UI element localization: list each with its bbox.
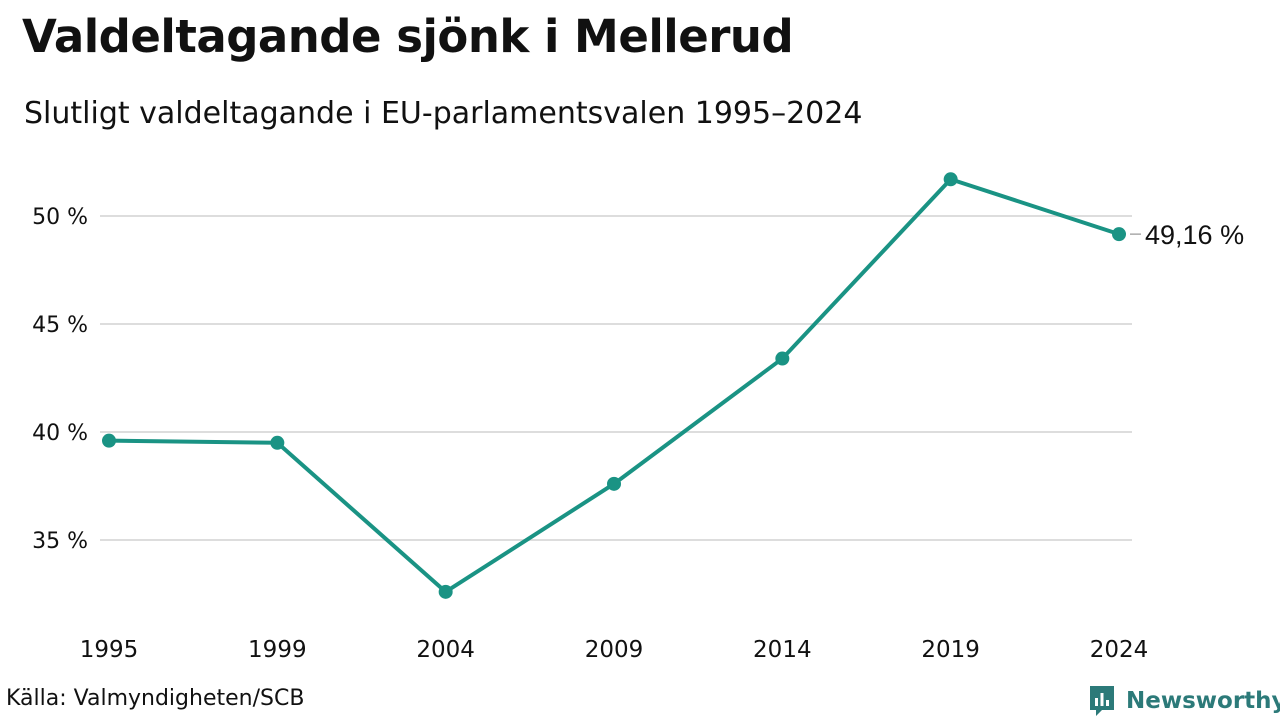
y-tick-label: 35 % <box>32 529 88 554</box>
data-labels: 49,16 % <box>1130 220 1244 250</box>
x-tick-label: 2004 <box>416 637 475 663</box>
x-tick-label: 1995 <box>80 637 139 663</box>
data-point <box>607 476 621 491</box>
data-point <box>943 172 958 187</box>
y-tick-label: 45 % <box>32 313 88 338</box>
y-tick-label: 50 % <box>32 205 88 230</box>
chart-title: Valdeltagande sjönk i Mellerud <box>22 10 794 63</box>
y-tick-label: 40 % <box>32 421 88 446</box>
gridlines <box>100 215 1132 541</box>
x-tick-label: 2009 <box>585 637 644 663</box>
x-axis-ticks: 1995 1999 2004 2009 2014 2019 2024 <box>80 637 1149 663</box>
x-tick-label: 2014 <box>753 637 812 663</box>
brand-logo: Newsworthy <box>1088 683 1280 719</box>
data-point <box>102 433 116 448</box>
end-value-label: 49,16 % <box>1145 220 1244 250</box>
data-point <box>775 351 790 366</box>
data-point <box>270 435 285 450</box>
x-tick-label: 1999 <box>248 637 307 663</box>
source-note: Källa: Valmyndigheten/SCB <box>6 686 305 711</box>
chart-subtitle: Slutligt valdeltagande i EU-parlamentsva… <box>24 96 863 131</box>
data-point <box>1112 227 1126 242</box>
y-axis-ticks: 35 % 40 % 45 % 50 % <box>32 205 88 554</box>
series-turnout <box>102 172 1126 599</box>
series-line <box>107 177 1121 594</box>
x-tick-label: 2019 <box>921 637 980 663</box>
line-chart: 35 % 40 % 45 % 50 % 1995 1999 2004 2009 2014 201… <box>32 172 1244 663</box>
x-tick-label: 2024 <box>1090 637 1149 663</box>
brand-name: Newsworthy <box>1126 688 1280 714</box>
bar-chart-speech-bubble-icon <box>1090 686 1114 716</box>
data-point <box>438 584 453 599</box>
